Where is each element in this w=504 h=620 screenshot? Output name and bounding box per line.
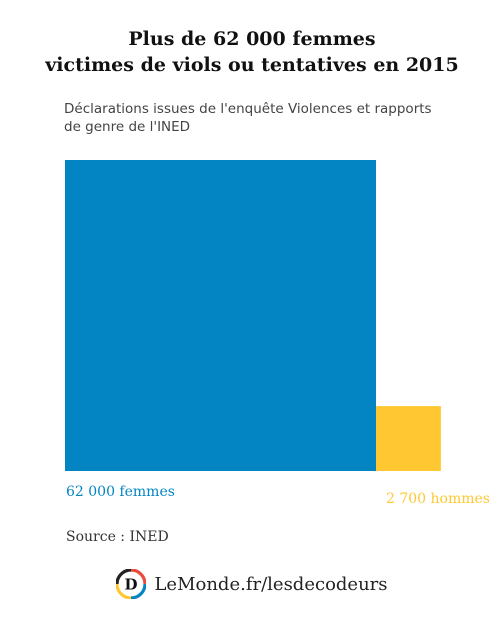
brand-url: LeMonde.fr/lesdecodeurs [154, 573, 388, 595]
women-square [65, 160, 376, 471]
chart-subtitle-line-1: Déclarations issues de l'enquête Violenc… [64, 101, 432, 117]
chart-title-line-1: Plus de 62 000 femmes [128, 28, 376, 50]
footer-brand: D LeMonde.fr/lesdecodeurs [0, 566, 504, 602]
decodeurs-logo-icon: D [116, 569, 147, 599]
chart-subtitle: Déclarations issues de l'enquête Violenc… [64, 100, 494, 136]
svg-text:D: D [125, 576, 138, 594]
men-value-label: 2 700 hommes [386, 491, 490, 507]
chart-title: Plus de 62 000 femmes victimes de viols … [0, 26, 504, 78]
chart-title-line-2: victimes de viols ou tentatives en 2015 [45, 54, 459, 76]
men-square [376, 406, 441, 471]
women-value-label: 62 000 femmes [66, 484, 175, 500]
source-note: Source : INED [66, 529, 169, 545]
chart-subtitle-line-2: de genre de l'INED [64, 119, 191, 135]
